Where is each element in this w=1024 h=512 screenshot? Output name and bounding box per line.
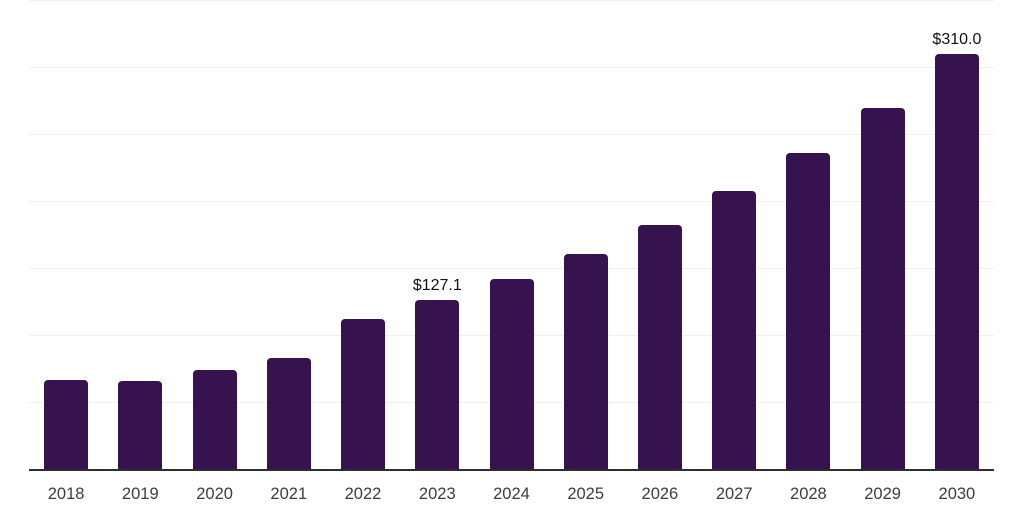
bar-2023 — [415, 299, 460, 470]
bar-2029 — [860, 108, 905, 470]
bar-2028 — [786, 152, 831, 470]
x-tick-label-2025: 2025 — [567, 485, 605, 503]
gridline — [29, 0, 994, 1]
x-tick-label-2030: 2030 — [938, 485, 976, 503]
x-tick-label-2020: 2020 — [196, 485, 233, 503]
x-tick-label-2019: 2019 — [121, 485, 159, 503]
bar-2025 — [563, 253, 608, 470]
x-tick-label-2023: 2023 — [418, 485, 456, 503]
bar-2026 — [638, 224, 682, 470]
x-tick-label-2026: 2026 — [641, 485, 679, 503]
x-axis-line — [29, 469, 994, 471]
x-tick-label-2027: 2027 — [715, 485, 753, 503]
gridline — [29, 268, 994, 269]
bar-2018 — [44, 380, 89, 470]
x-tick-label-2021: 2021 — [270, 485, 308, 503]
bar-2021 — [266, 357, 311, 470]
bar-value-label-2030: $310.0 — [932, 31, 982, 49]
x-tick-label-2029: 2029 — [864, 485, 901, 503]
bar-2024 — [489, 279, 534, 470]
bar-2020 — [192, 369, 237, 470]
bar-2027 — [712, 191, 757, 470]
x-tick-label-2024: 2024 — [493, 485, 530, 503]
x-tick-label-2018: 2018 — [47, 485, 85, 503]
gridline — [29, 201, 994, 202]
bar-2030 — [934, 54, 979, 470]
bar-2019 — [118, 380, 163, 470]
bar-2022 — [341, 319, 385, 470]
gridline — [29, 134, 994, 135]
x-tick-label-2028: 2028 — [790, 485, 827, 503]
bar-value-label-2023: $127.1 — [412, 276, 462, 294]
gridline — [29, 67, 994, 68]
x-tick-label-2022: 2022 — [344, 485, 382, 503]
